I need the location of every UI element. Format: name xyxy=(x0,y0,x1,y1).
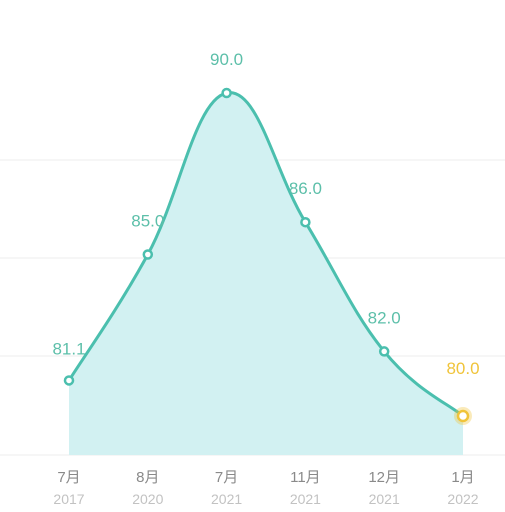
x-tick-year: 2017 xyxy=(53,491,84,507)
x-tick-year: 2020 xyxy=(132,491,163,507)
x-tick-month: 1月 xyxy=(451,469,474,486)
x-tick-month: 12月 xyxy=(368,469,400,486)
x-tick-year: 2021 xyxy=(211,491,242,507)
data-points xyxy=(63,87,472,425)
data-label: 90.0 xyxy=(210,50,243,69)
data-label: 86.0 xyxy=(289,179,322,198)
data-labels: 81.1 85.0 90.0 86.0 82.0 80.0 xyxy=(52,50,479,378)
data-label: 80.0 xyxy=(446,359,479,378)
x-tick-month: 7月 xyxy=(57,469,80,486)
data-label: 81.1 xyxy=(52,339,85,358)
data-point[interactable] xyxy=(300,216,311,228)
series-area-fill xyxy=(69,92,463,455)
x-tick-year: 2021 xyxy=(369,491,400,507)
x-tick-year: 2022 xyxy=(447,491,478,507)
data-point[interactable] xyxy=(142,249,154,260)
x-axis-labels: 7月 2017 8月 2020 7月 2021 11月 2021 12月 2021 1月 2022 xyxy=(53,469,478,507)
data-point[interactable] xyxy=(221,87,232,99)
data-label: 82.0 xyxy=(368,308,401,327)
highlight-point[interactable] xyxy=(456,409,470,423)
data-label: 85.0 xyxy=(131,212,164,231)
x-tick-month: 8月 xyxy=(136,469,159,486)
x-tick-year: 2021 xyxy=(290,491,321,507)
data-point[interactable] xyxy=(378,346,390,357)
x-tick-month: 11月 xyxy=(290,469,321,486)
x-tick-month: 7月 xyxy=(215,469,238,486)
data-point[interactable] xyxy=(63,375,75,386)
